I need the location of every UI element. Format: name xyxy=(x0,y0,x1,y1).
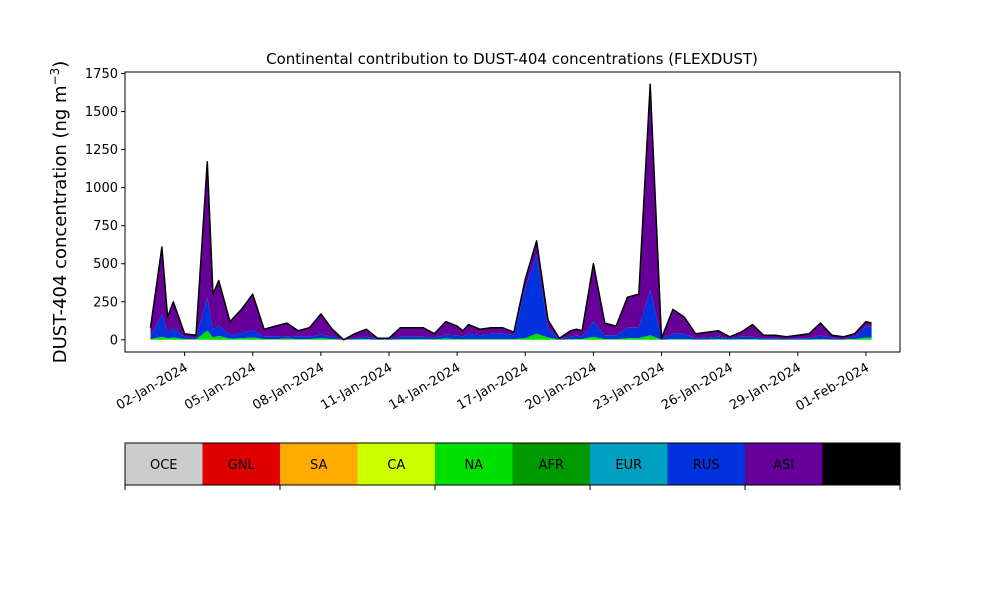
legend-swatch xyxy=(435,443,513,485)
legend-label: OCE xyxy=(150,458,178,473)
x-tick-label: 29-Jan-2024 xyxy=(727,360,804,413)
legend-swatch xyxy=(357,443,435,485)
legend-label: RUS xyxy=(693,458,720,473)
y-tick-label: 1250 xyxy=(85,143,118,158)
legend-swatch xyxy=(202,443,280,485)
y-tick-label: 250 xyxy=(93,295,118,310)
x-tick-label: 01-Feb-2024 xyxy=(793,360,872,414)
legend-swatch xyxy=(512,443,590,485)
area-rus xyxy=(150,254,872,340)
x-tick-label: 17-Jan-2024 xyxy=(455,360,532,413)
x-tick-label: 02-Jan-2024 xyxy=(114,360,191,413)
legend-swatch xyxy=(745,443,823,485)
y-tick-label: 500 xyxy=(93,257,118,272)
total-line xyxy=(149,83,872,341)
legend-swatch xyxy=(822,443,900,485)
plot-frame xyxy=(124,71,901,353)
x-tick-label: 20-Jan-2024 xyxy=(523,360,600,413)
y-tick-label: 1000 xyxy=(85,181,118,196)
y-axis-label-close: ) xyxy=(50,61,71,68)
legend-label: SA xyxy=(310,458,327,473)
y-tick-label: 1750 xyxy=(85,67,118,82)
legend-label: EUR xyxy=(615,458,642,473)
legend-frame xyxy=(124,442,901,486)
x-tick-label: 11-Jan-2024 xyxy=(318,360,395,413)
legend-label: AFR xyxy=(539,458,564,473)
legend-swatch xyxy=(667,443,745,485)
y-axis-label-sup: −3 xyxy=(48,68,62,86)
y-tick-label: 1500 xyxy=(85,105,118,120)
legend-label: AUS xyxy=(848,458,875,473)
x-tick-label: 08-Jan-2024 xyxy=(250,360,327,413)
x-tick-label: 14-Jan-2024 xyxy=(387,360,464,413)
x-tick-label: 05-Jan-2024 xyxy=(182,360,259,413)
legend-label: NA xyxy=(464,458,483,473)
legend-swatch xyxy=(125,443,203,485)
chart-title: Continental contribution to DUST-404 con… xyxy=(266,50,758,68)
legend-label: GNL xyxy=(228,458,256,473)
area-na xyxy=(150,330,872,340)
legend-swatch xyxy=(280,443,358,485)
area-asi xyxy=(150,84,872,340)
x-tick-label: 26-Jan-2024 xyxy=(659,360,736,413)
legend-swatch xyxy=(590,443,668,485)
plot-area xyxy=(149,83,872,341)
legend-label: ASI xyxy=(773,458,794,473)
legend: OCE GNL SA CA NA AFR EUR RUS ASI AUS xyxy=(124,442,901,490)
x-tick-label: 23-Jan-2024 xyxy=(591,360,668,413)
y-axis-label-main: DUST-404 concentration (ng m xyxy=(50,85,71,363)
y-tick-label: 750 xyxy=(93,219,118,234)
y-axis-label: DUST-404 concentration (ng m−3) xyxy=(48,61,71,364)
legend-label: CA xyxy=(387,458,405,473)
y-tick-label: 0 xyxy=(110,333,118,348)
